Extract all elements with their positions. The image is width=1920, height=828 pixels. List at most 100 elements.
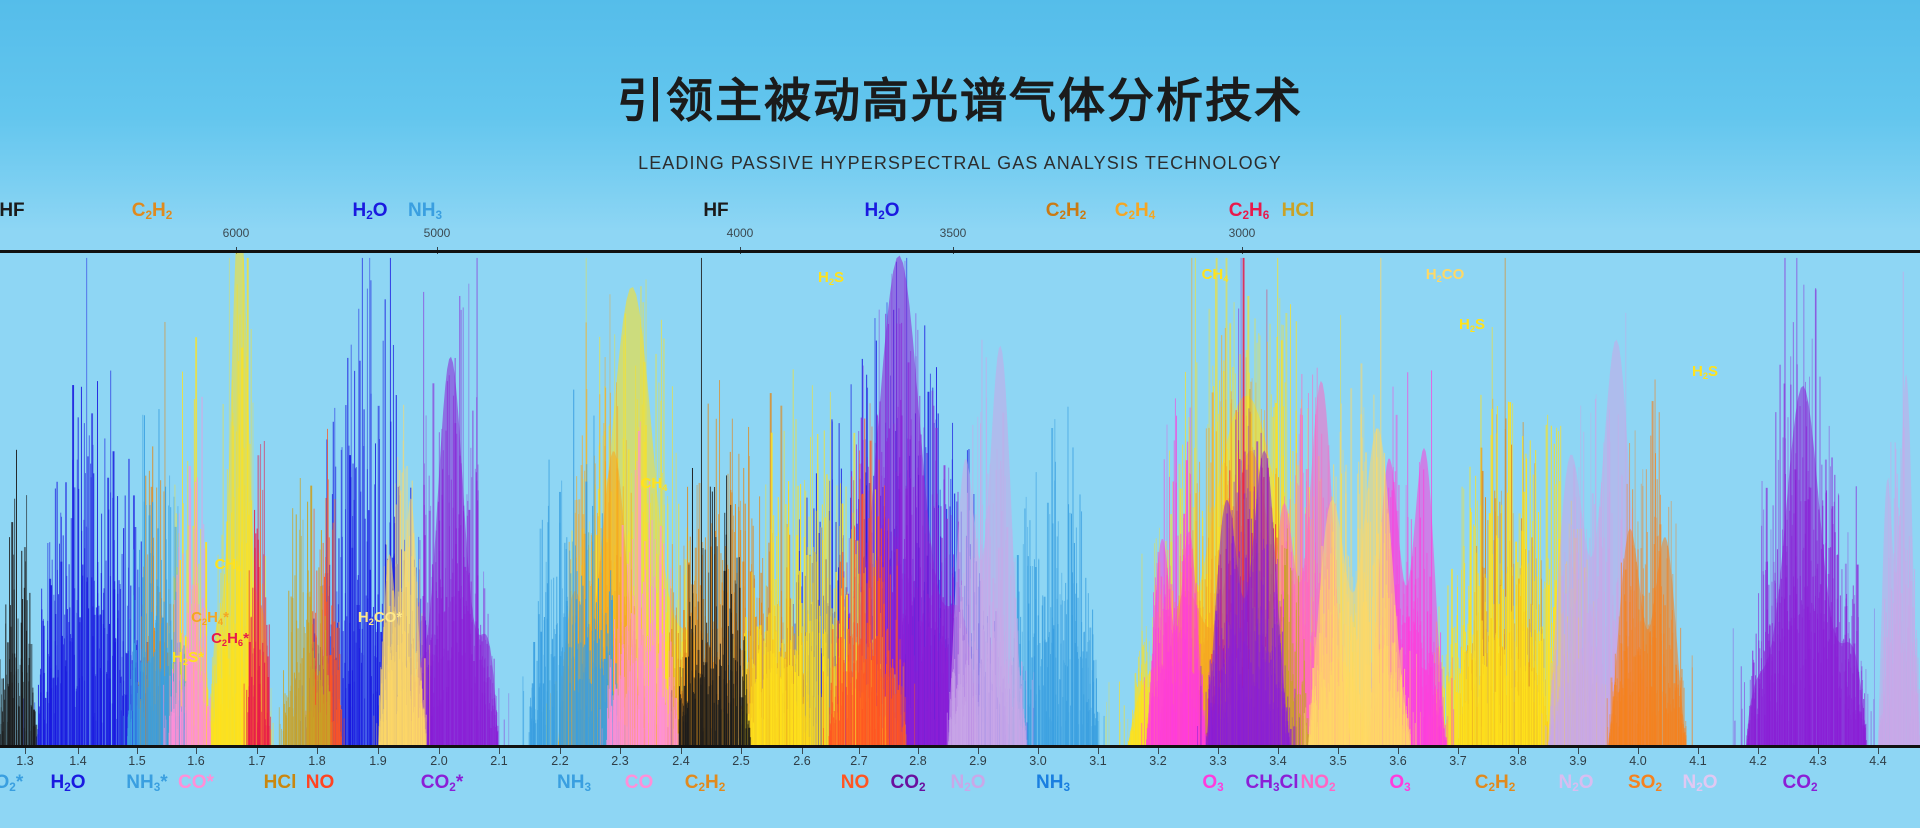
top-tick-label: 3500 bbox=[939, 226, 967, 240]
bottom-tick-mark bbox=[1098, 748, 1099, 754]
top-gas-label-c2h2: C2H2 bbox=[131, 200, 173, 222]
bottom-tick-label: 3.3 bbox=[1209, 754, 1227, 768]
bottom-tick-mark bbox=[1218, 748, 1219, 754]
bottom-tick-mark bbox=[257, 748, 258, 754]
bottom-tick-label: 2.0 bbox=[430, 754, 448, 768]
top-tick-label: 3000 bbox=[1228, 226, 1256, 240]
bottom-tick-label: 2.2 bbox=[551, 754, 569, 768]
bottom-tick-label: 2.6 bbox=[793, 754, 811, 768]
bottom-tick-label: 3.8 bbox=[1509, 754, 1527, 768]
spectrum-plot: H2S CH4 H2CO H2S H2S CH4 CH4 C2H4* C2H6* H2S* H2CO… bbox=[0, 253, 1920, 745]
page-subtitle: LEADING PASSIVE HYPERSPECTRAL GAS ANALYS… bbox=[638, 153, 1282, 173]
bottom-gas-label-o3: O3 bbox=[1389, 772, 1411, 794]
bottom-tick-mark bbox=[1338, 748, 1339, 754]
bottom-gas-label-row: CO2* H2O NH3* CO* HCl NO CO2* NH3 CO C2H2 NO CO2 N2O… bbox=[0, 772, 1920, 806]
bottom-tick-label: 3.7 bbox=[1449, 754, 1467, 768]
page-header: 引领主被动高光谱气体分析技术 LEADING PASSIVE HYPERSPEC… bbox=[0, 0, 1920, 205]
bottom-tick-mark bbox=[1398, 748, 1399, 754]
bottom-tick-label: 2.1 bbox=[490, 754, 508, 768]
bottom-gas-label-so2: SO2 bbox=[1628, 772, 1662, 794]
bottom-tick-mark bbox=[1038, 748, 1039, 754]
bottom-tick-label: 3.0 bbox=[1029, 754, 1047, 768]
bottom-wavelength-axis: 1.3 1.4 1.5 1.6 1.7 1.8 1.9 2.0 2.1 2.2 2.3 2.4 2.5 2… bbox=[0, 748, 1920, 772]
top-tick-label: 4000 bbox=[726, 226, 754, 240]
top-axis-rule bbox=[0, 250, 1920, 253]
bottom-tick-mark bbox=[620, 748, 621, 754]
bottom-tick-mark bbox=[1878, 748, 1879, 754]
bottom-gas-label-no: NO bbox=[840, 772, 870, 793]
bottom-tick-mark bbox=[1278, 748, 1279, 754]
bottom-gas-label-no2: NO2 bbox=[1300, 772, 1336, 794]
bottom-tick-label: 3.2 bbox=[1149, 754, 1167, 768]
bottom-tick-label: 2.7 bbox=[850, 754, 868, 768]
bottom-tick-mark bbox=[196, 748, 197, 754]
bottom-tick-mark bbox=[681, 748, 682, 754]
bottom-tick-mark bbox=[802, 748, 803, 754]
bottom-gas-label-ch3cl: CH3Cl bbox=[1245, 772, 1299, 794]
bottom-gas-label-nh3: NH3 bbox=[557, 772, 591, 794]
bottom-tick-label: 2.9 bbox=[969, 754, 987, 768]
bottom-tick-mark bbox=[1638, 748, 1639, 754]
bottom-tick-mark bbox=[439, 748, 440, 754]
bottom-tick-mark bbox=[1578, 748, 1579, 754]
bottom-tick-mark bbox=[1518, 748, 1519, 754]
bottom-tick-mark bbox=[25, 748, 26, 754]
top-tick-label: 6000 bbox=[222, 226, 250, 240]
bottom-gas-label-c2h2: C2H2 bbox=[684, 772, 726, 794]
bottom-tick-label: 4.0 bbox=[1629, 754, 1647, 768]
top-gas-label-hf: HF bbox=[0, 200, 25, 221]
bottom-gas-label-co: CO bbox=[624, 772, 654, 793]
bottom-gas-label-n2o: N2O bbox=[1558, 772, 1594, 794]
bottom-tick-label: 2.8 bbox=[909, 754, 927, 768]
bottom-tick-label: 3.9 bbox=[1569, 754, 1587, 768]
top-wavenumber-axis: 6000 5000 4000 3500 3000 bbox=[0, 226, 1920, 254]
top-tick-label: 5000 bbox=[423, 226, 451, 240]
top-gas-label-hcl: HCl bbox=[1281, 200, 1315, 221]
bottom-gas-label-nh3: NH3 bbox=[1036, 772, 1070, 794]
bottom-gas-label-no: NO bbox=[305, 772, 335, 793]
bottom-tick-mark bbox=[859, 748, 860, 754]
bottom-tick-mark bbox=[1158, 748, 1159, 754]
bottom-tick-label: 3.4 bbox=[1269, 754, 1287, 768]
bottom-tick-label: 1.3 bbox=[16, 754, 34, 768]
page-title: 引领主被动高光谱气体分析技术 bbox=[617, 74, 1303, 129]
bottom-gas-label-o3: O3 bbox=[1202, 772, 1224, 794]
bottom-tick-label: 1.6 bbox=[187, 754, 205, 768]
top-gas-label-hf: HF bbox=[703, 200, 729, 221]
bottom-tick-label: 1.5 bbox=[128, 754, 146, 768]
bottom-gas-label-nh3: NH3* bbox=[126, 772, 168, 794]
top-gas-label-h2o: H2O bbox=[352, 200, 388, 222]
bottom-gas-label-n2o: N2O bbox=[1682, 772, 1718, 794]
bottom-tick-mark bbox=[560, 748, 561, 754]
bottom-tick-label: 2.5 bbox=[732, 754, 750, 768]
bottom-tick-label: 4.2 bbox=[1749, 754, 1767, 768]
bottom-gas-label-co2: CO2 bbox=[890, 772, 926, 794]
bottom-tick-mark bbox=[1698, 748, 1699, 754]
bottom-tick-mark bbox=[1758, 748, 1759, 754]
bottom-tick-label: 4.3 bbox=[1809, 754, 1827, 768]
bottom-gas-label-h2o: H2O bbox=[50, 772, 86, 794]
bottom-tick-label: 3.1 bbox=[1089, 754, 1107, 768]
bottom-tick-mark bbox=[1818, 748, 1819, 754]
bottom-tick-label: 2.4 bbox=[672, 754, 690, 768]
bottom-tick-mark bbox=[1458, 748, 1459, 754]
bottom-gas-label-co2: CO2* bbox=[0, 772, 24, 794]
top-gas-label-row: HF C2H2 H2O NH3 HF H2O C2H2 C2H4 C2H6 HCl bbox=[0, 200, 1920, 234]
bottom-tick-label: 4.4 bbox=[1869, 754, 1887, 768]
bottom-tick-label: 1.7 bbox=[248, 754, 266, 768]
bottom-axis-rule bbox=[0, 745, 1920, 748]
bottom-tick-mark bbox=[317, 748, 318, 754]
top-gas-label-h2o: H2O bbox=[864, 200, 900, 222]
bottom-gas-label-co2: CO2* bbox=[420, 772, 464, 794]
spectral-lines-canvas bbox=[0, 253, 1920, 745]
bottom-tick-mark bbox=[137, 748, 138, 754]
bottom-tick-mark bbox=[378, 748, 379, 754]
top-gas-label-nh3: NH3 bbox=[408, 200, 442, 222]
bottom-tick-label: 2.3 bbox=[611, 754, 629, 768]
top-gas-label-c2h4: C2H4 bbox=[1114, 200, 1156, 222]
top-gas-label-c2h6: C2H6 bbox=[1228, 200, 1270, 222]
bottom-tick-mark bbox=[78, 748, 79, 754]
bottom-tick-label: 3.6 bbox=[1389, 754, 1407, 768]
bottom-tick-mark bbox=[741, 748, 742, 754]
